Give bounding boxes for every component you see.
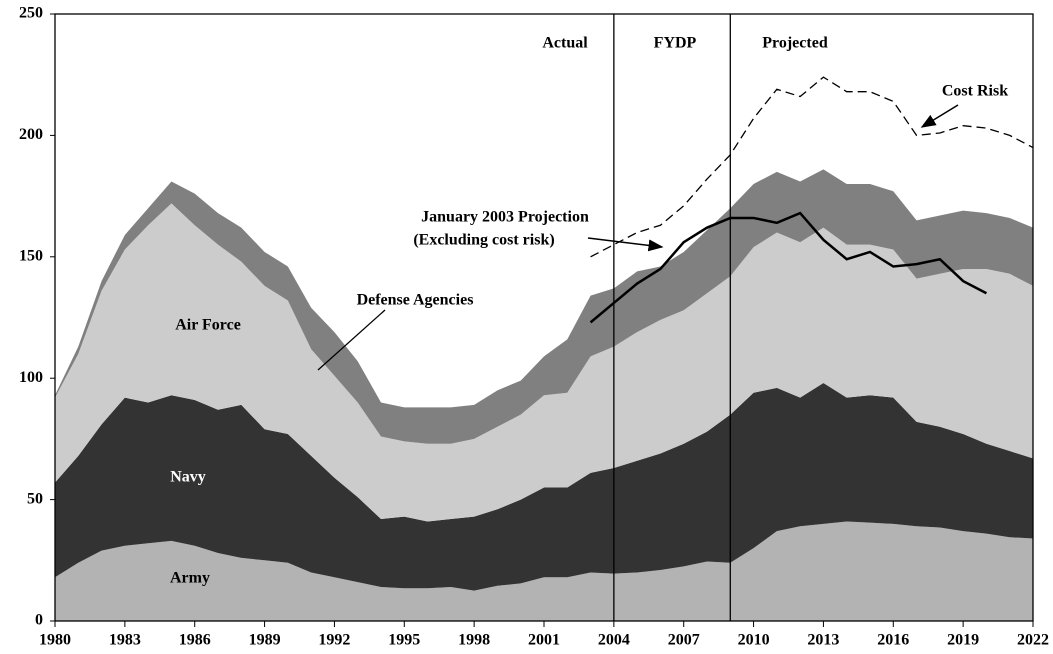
y-tick-label: 100: [19, 369, 43, 386]
y-tick-label: 200: [19, 126, 43, 143]
period-label: FYDP: [654, 35, 697, 52]
period-label: Actual: [542, 35, 588, 52]
line-label: Cost Risk: [942, 83, 1008, 100]
line-label: January 2003 Projection: [421, 209, 589, 226]
pointer-arrow: [587, 237, 664, 252]
y-tick-label: 250: [19, 5, 43, 22]
x-tick-label: 1995: [388, 632, 420, 649]
x-tick-label: 2004: [598, 632, 630, 649]
x-tick-label: 2016: [877, 632, 909, 649]
x-tick-label: 1989: [249, 632, 281, 649]
pointer-arrow: [920, 104, 959, 128]
x-tick-label: 1983: [109, 632, 141, 649]
area: [55, 203, 1033, 522]
series-label: Navy: [170, 469, 206, 486]
area: [55, 383, 1033, 591]
y-tick-label: 150: [19, 247, 43, 264]
series-label: Army: [170, 570, 210, 587]
line-label: (Excluding cost risk): [413, 232, 554, 249]
x-tick-label: 2001: [528, 632, 560, 649]
x-tick-label: 1986: [179, 632, 211, 649]
y-tick-label: 0: [35, 612, 43, 629]
x-tick-label: 1998: [458, 632, 490, 649]
period-label: Projected: [762, 35, 828, 52]
series-label: Air Force: [175, 317, 241, 334]
x-tick-label: 1980: [39, 632, 71, 649]
area: [55, 169, 1033, 444]
x-tick-label: 2013: [807, 632, 839, 649]
projection-line: [590, 76, 1034, 258]
projection-line: [589, 211, 988, 324]
pointer: [317, 309, 386, 371]
area: [55, 521, 1033, 621]
series-label: Defense Agencies: [357, 292, 474, 309]
x-tick-label: 2019: [947, 632, 979, 649]
y-tick-label: 50: [27, 490, 43, 507]
x-tick-label: 1992: [318, 632, 350, 649]
x-tick-label: 2010: [738, 632, 770, 649]
x-tick-label: 2022: [1017, 632, 1049, 649]
x-tick-label: 2007: [668, 632, 700, 649]
